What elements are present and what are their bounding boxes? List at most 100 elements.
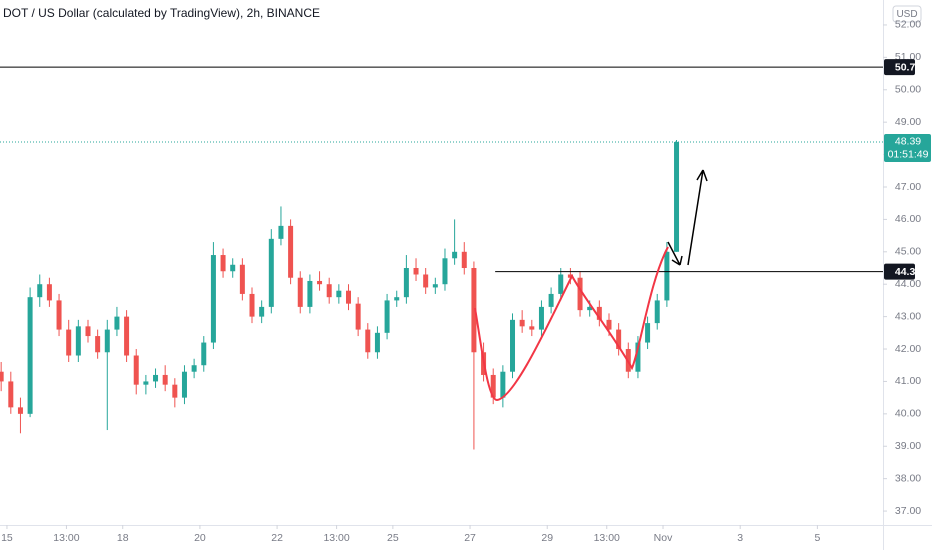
candle-body bbox=[423, 274, 429, 288]
candle bbox=[355, 297, 361, 337]
countdown-label: 01:51:49 bbox=[888, 149, 929, 161]
x-tick-label: 18 bbox=[117, 532, 129, 544]
candle bbox=[114, 306, 120, 337]
candle-body bbox=[345, 290, 351, 304]
candle bbox=[538, 300, 544, 337]
candle-body bbox=[654, 300, 660, 324]
candle-body bbox=[239, 264, 245, 294]
candle-body bbox=[365, 329, 371, 353]
candle-body bbox=[635, 342, 641, 372]
candle-body bbox=[17, 407, 23, 414]
candle bbox=[471, 261, 477, 450]
candle bbox=[529, 319, 535, 337]
last-price-bg bbox=[884, 133, 931, 162]
chart-title: DOT / US Dollar (calculated by TradingVi… bbox=[3, 6, 320, 20]
candle bbox=[56, 293, 62, 337]
candle-body bbox=[432, 284, 438, 288]
candle-body bbox=[8, 381, 14, 408]
y-tick-label: 38.00 bbox=[895, 472, 921, 484]
level-label: 50.70 bbox=[895, 61, 921, 73]
candle-body bbox=[471, 268, 477, 353]
candle bbox=[596, 300, 602, 327]
y-tick-label: 45.00 bbox=[895, 246, 921, 258]
candle-body bbox=[268, 238, 274, 307]
candle bbox=[0, 361, 4, 392]
candle-body bbox=[230, 264, 236, 272]
candle bbox=[75, 319, 81, 362]
candle bbox=[259, 300, 265, 324]
level-label: 44.39 bbox=[895, 266, 921, 278]
candle bbox=[461, 242, 467, 275]
y-tick-label: 41.00 bbox=[895, 375, 921, 387]
candle-body bbox=[452, 251, 458, 259]
candle bbox=[326, 277, 332, 304]
y-tick-label: 49.00 bbox=[895, 116, 921, 128]
candle-body bbox=[37, 284, 43, 298]
candle bbox=[124, 310, 130, 362]
candle bbox=[268, 229, 274, 314]
candle-body bbox=[336, 290, 342, 298]
candle-body bbox=[616, 329, 622, 350]
level-label-bg bbox=[884, 59, 915, 76]
candle bbox=[452, 219, 458, 265]
candle bbox=[403, 255, 409, 304]
candle bbox=[519, 310, 525, 333]
candle-body bbox=[46, 284, 52, 301]
currency-badge bbox=[892, 5, 922, 23]
candle bbox=[8, 371, 14, 414]
y-tick-label: 42.00 bbox=[895, 343, 921, 355]
candle bbox=[230, 258, 236, 278]
candle-body bbox=[326, 284, 332, 298]
x-tick-label: 15 bbox=[1, 532, 13, 544]
plot-area bbox=[0, 66, 883, 450]
candle-body bbox=[85, 326, 91, 337]
candle-body bbox=[297, 277, 303, 307]
x-tick-label: 3 bbox=[737, 532, 743, 544]
candle bbox=[394, 290, 400, 307]
x-tick-label: 13:00 bbox=[323, 532, 349, 544]
x-tick-label: 29 bbox=[541, 532, 553, 544]
candle bbox=[664, 242, 670, 307]
candle bbox=[317, 271, 323, 291]
y-tick-label: 39.00 bbox=[895, 440, 921, 452]
candle-body bbox=[56, 300, 62, 330]
candle bbox=[654, 293, 660, 330]
x-tick-label: 5 bbox=[814, 532, 820, 544]
candle bbox=[345, 284, 351, 311]
candle bbox=[374, 326, 380, 359]
candle-body bbox=[413, 268, 419, 275]
arrow-down bbox=[667, 241, 683, 266]
candle-body bbox=[606, 319, 612, 330]
candle-body bbox=[500, 371, 506, 398]
candle-body bbox=[172, 384, 178, 398]
x-tick-label: 27 bbox=[464, 532, 476, 544]
candle bbox=[27, 287, 33, 418]
candle bbox=[85, 319, 91, 343]
candle bbox=[181, 365, 187, 405]
candle-body bbox=[95, 336, 101, 353]
candle-body bbox=[124, 316, 130, 356]
candle bbox=[201, 336, 207, 372]
candle-body bbox=[645, 323, 651, 343]
pattern-drawing bbox=[474, 246, 669, 402]
candle-body bbox=[403, 268, 409, 298]
candle bbox=[297, 271, 303, 314]
y-tick-label: 52.00 bbox=[895, 19, 921, 31]
x-tick-label: 25 bbox=[387, 532, 399, 544]
candle-body bbox=[674, 141, 680, 252]
candle-body bbox=[201, 342, 207, 366]
y-tick-label: 43.00 bbox=[895, 310, 921, 322]
candle bbox=[37, 274, 43, 307]
candle bbox=[66, 319, 72, 362]
candle bbox=[365, 323, 371, 359]
candle bbox=[143, 374, 149, 395]
y-tick-label: 44.00 bbox=[895, 278, 921, 290]
candle bbox=[210, 242, 216, 350]
x-tick-label: 22 bbox=[271, 532, 283, 544]
candle-body bbox=[181, 371, 187, 398]
candle bbox=[249, 287, 255, 324]
candle-body bbox=[529, 326, 535, 330]
last-price-label: 48.39 bbox=[895, 136, 921, 148]
